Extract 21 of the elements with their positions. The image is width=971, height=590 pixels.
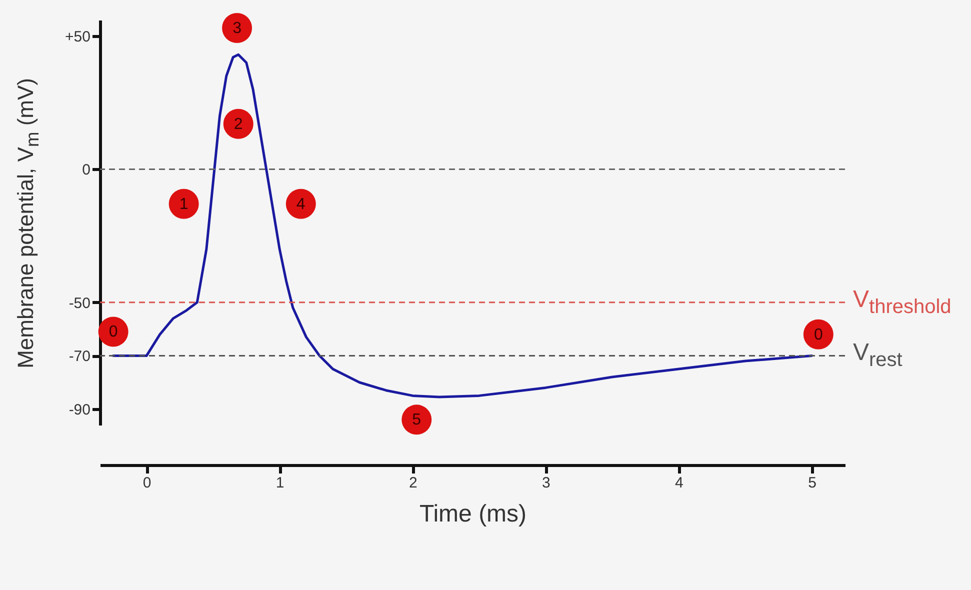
ref-line-label: V$_{threshold}$ [853, 286, 952, 319]
ref-line-label: V$_{rest}$ [853, 339, 902, 372]
x-tick-label: 3 [542, 474, 550, 492]
x-tick-label: 4 [675, 474, 684, 492]
annotation: 0 [108, 324, 118, 341]
annotation: 0 [814, 326, 823, 344]
x-tick-label: 2 [408, 474, 418, 492]
y-tick-label: 0 [82, 162, 90, 179]
annotation: 3 [232, 20, 242, 37]
y-tick-label: -70 [68, 348, 90, 366]
annotation: 2 [234, 116, 243, 133]
x-tick-label: 1 [276, 474, 284, 492]
x-tick-label: 5 [808, 474, 816, 492]
y-tick-label: -90 [68, 402, 90, 419]
y-tick-label: -50 [68, 294, 90, 312]
y-tick-label: +50 [65, 28, 90, 46]
annotation: 4 [296, 196, 306, 213]
x-tick-label: 0 [142, 474, 152, 492]
annotation: 1 [179, 196, 188, 213]
x-axis-title: Time (ms) [419, 500, 527, 528]
annotation: 5 [412, 412, 422, 429]
